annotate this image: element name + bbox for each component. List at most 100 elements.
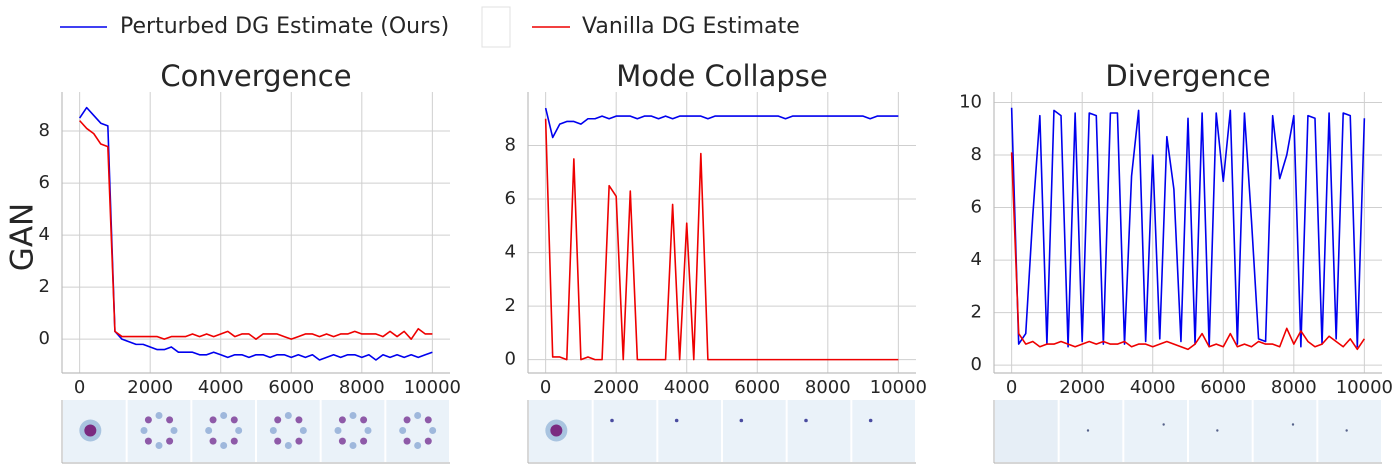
x-tick-label: 6000 [734,377,780,398]
sample-dot [868,418,873,423]
sample-dot [209,416,217,424]
sample-dot [144,437,152,445]
x-tick-label: 10000 [1336,377,1393,398]
sample-dot [338,437,346,445]
y-tick-label: 0 [39,328,50,349]
x-tick-label: 4000 [664,377,710,398]
series-line [1010,107,1366,348]
sample-dot [424,437,432,445]
y-tick-label: 6 [39,172,50,193]
sample-blob [84,424,97,437]
sample-dot [364,427,372,434]
sample-dot [230,437,238,445]
x-tick-label: 8000 [1271,377,1317,398]
sample-dot [230,416,238,424]
chart-title: Convergence [160,59,351,93]
sample-dot [360,437,368,445]
x-tick-label: 4000 [198,377,244,398]
sample-dot [140,427,148,434]
x-tick-label: 10000 [870,377,927,398]
y-tick-label: 2 [39,276,50,297]
sample-panel [1059,400,1123,462]
chart-title: Mode Collapse [616,59,827,93]
sample-dot [274,437,282,445]
sample-dot [1345,429,1348,432]
y-tick-label: 0 [971,354,982,375]
y-tick-label: 4 [971,249,982,270]
sample-strip [61,400,450,464]
x-tick-label: 6000 [268,377,314,398]
sample-dot [349,412,357,419]
y-tick-label: 8 [505,135,516,156]
sample-dot [338,416,346,424]
x-tick-label: 4000 [1130,377,1176,398]
x-tick-label: 0 [74,377,85,398]
sample-panel [995,400,1058,462]
sample-panel [257,400,320,462]
y-tick-label: 10 [959,92,982,113]
x-tick-label: 8000 [805,377,851,398]
sample-dot [295,416,303,424]
x-tick-label: 8000 [339,377,385,398]
sample-dot [414,442,422,449]
x-tick-label: 2000 [1059,377,1105,398]
sample-panel [1253,400,1317,462]
sample-panel [386,400,449,462]
sample-dot [399,427,407,434]
sample-dot [166,437,174,445]
legend-label: Vanilla DG Estimate [582,14,800,39]
sample-dot [360,416,368,424]
sample-dot [155,442,163,449]
series-line [544,118,899,361]
sample-dot [610,418,614,423]
sample-panel [1318,400,1381,462]
sample-dot [1162,423,1165,426]
sample-dot [284,412,292,419]
sample-dot [155,412,163,419]
sample-dot [274,416,282,424]
sample-dot [299,427,307,434]
y-tick-label: 4 [39,224,50,245]
sample-dot [403,437,411,445]
sample-dot [166,416,174,424]
chart-title: Divergence [1105,59,1270,93]
y-tick-label: 6 [971,197,982,218]
x-tick-label: 2000 [127,377,173,398]
y-tick-label: 4 [505,242,516,263]
series-line [544,107,899,139]
y-tick-label: 0 [505,349,516,370]
x-tick-label: 2000 [593,377,639,398]
sample-dot [235,427,243,434]
series-line [1010,152,1366,351]
sample-dot [209,437,217,445]
y-tick-label: 8 [971,144,982,165]
sample-strip [527,400,916,464]
sample-dot [269,427,277,434]
sample-panel [852,400,915,462]
sample-dot [414,412,422,419]
sample-dot [424,416,432,424]
sample-dot [1291,423,1295,426]
x-tick-label: 10000 [404,377,461,398]
sample-panel [1189,400,1252,462]
sample-panel [723,400,786,462]
sample-dot [170,427,178,434]
y-axis-label: GAN [5,203,41,271]
x-tick-label: 0 [540,377,551,398]
sample-blob [550,424,563,437]
sample-panel [127,400,191,462]
x-tick-label: 0 [1006,377,1017,398]
legend-label: Perturbed DG Estimate (Ours) [120,14,449,39]
sample-dot [674,418,679,423]
sample-dot [403,416,411,424]
series-line [79,120,433,340]
legend-spacer [481,6,511,48]
sample-panel [593,400,657,462]
sample-strip [993,400,1382,464]
sample-panel [1124,400,1187,462]
y-tick-label: 2 [971,302,982,323]
sample-panel [658,400,721,462]
y-tick-label: 8 [39,120,50,141]
sample-dot [220,442,228,449]
sample-dot [220,412,228,419]
